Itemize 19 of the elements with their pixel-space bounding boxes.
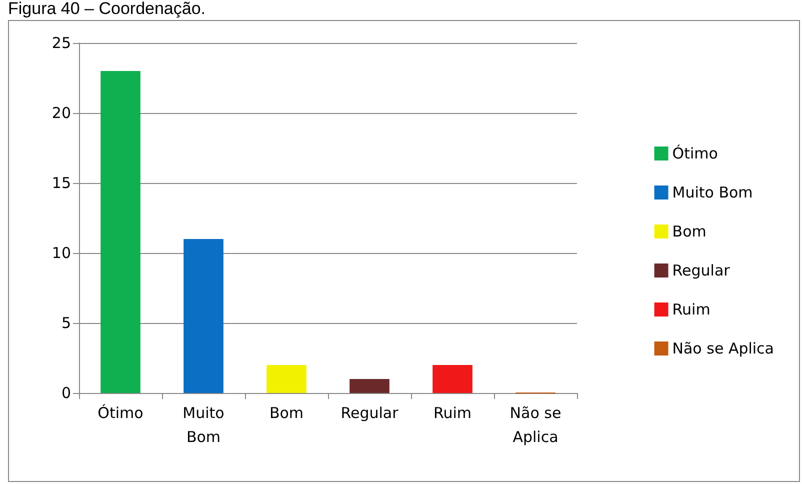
- y-tick-label: 10: [52, 244, 71, 262]
- y-tick-label: 20: [52, 104, 71, 122]
- legend-label: Regular: [672, 262, 731, 280]
- legend-label: Bom: [672, 222, 706, 240]
- legend-label: Muito Bom: [672, 184, 753, 202]
- y-tick-label: 0: [61, 384, 71, 402]
- legend-label: Ótimo: [672, 144, 718, 162]
- chart-title: Figura 40 – Coordenação.: [8, 0, 206, 18]
- x-tick-label: Bom: [269, 404, 304, 422]
- y-tick-label: 25: [52, 34, 71, 52]
- x-tick-label: Não se Aplica: [510, 404, 562, 446]
- y-tick-label: 15: [52, 174, 71, 192]
- x-tick-label: Ótimo: [98, 404, 144, 422]
- legend-label: Não se Aplica: [672, 340, 774, 358]
- x-tick-label: Muito Bom: [182, 404, 224, 446]
- y-tick-label: 5: [61, 314, 71, 332]
- x-tick-label: Regular: [340, 404, 400, 422]
- x-tick-label: Ruim: [433, 404, 472, 422]
- legend-label: Ruim: [672, 300, 710, 318]
